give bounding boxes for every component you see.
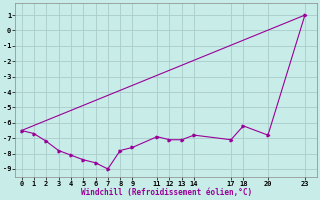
X-axis label: Windchill (Refroidissement éolien,°C): Windchill (Refroidissement éolien,°C) — [81, 188, 252, 197]
